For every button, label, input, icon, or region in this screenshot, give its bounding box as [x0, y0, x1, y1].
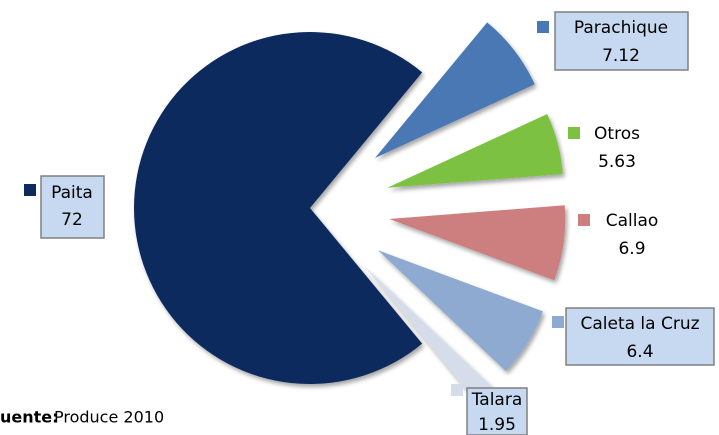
pie-slice: [134, 31, 423, 384]
slice-name: Talara: [471, 390, 523, 410]
legend-swatch: [568, 127, 580, 139]
label-box: [554, 11, 689, 71]
slice-name: Paita: [51, 183, 93, 203]
legend-swatch: [578, 214, 590, 226]
slice-name: Parachique: [574, 18, 668, 38]
label-box: [466, 387, 528, 435]
slice-name: Caleta la Cruz: [580, 314, 699, 334]
legend-swatch: [552, 316, 564, 328]
footnote-label: uente:: [0, 408, 59, 427]
legend-swatch: [451, 384, 463, 396]
pie-slice: [377, 250, 543, 372]
pie-slice: [374, 22, 535, 158]
slice-value: 72: [61, 210, 83, 230]
slice-name: Callao: [606, 211, 659, 231]
pie-slice: [364, 266, 493, 403]
slice-value: 5.63: [598, 152, 636, 172]
legend-swatch: [537, 21, 549, 33]
footnote-text: Produce 2010: [54, 408, 164, 427]
slice-value: 1.95: [478, 415, 516, 435]
slice-value: 7.12: [602, 46, 640, 66]
slice-name: Otros: [594, 124, 640, 144]
legend-swatch: [24, 184, 36, 196]
label-box: [40, 175, 105, 239]
pie-slice: [389, 205, 566, 281]
slice-value: 6.4: [626, 342, 653, 362]
label-box: [565, 307, 715, 366]
pie-slice: [387, 114, 563, 188]
slice-value: 6.9: [618, 239, 645, 259]
